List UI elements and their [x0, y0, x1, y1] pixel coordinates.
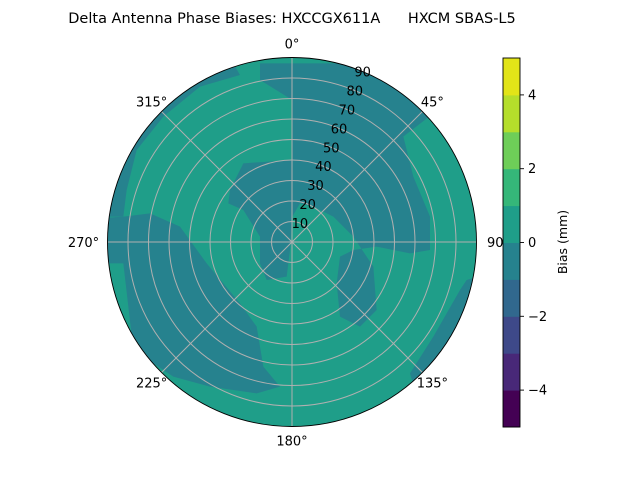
colorbar-tick-label: 2	[528, 162, 536, 177]
theta-tick-label: 135°	[417, 376, 448, 391]
theta-tick-label: 225°	[136, 376, 167, 391]
r-tick-label: 70	[339, 103, 356, 118]
theta-tick-label: 45°	[421, 96, 444, 111]
polar-grid	[107, 57, 477, 427]
theta-gridline	[161, 111, 293, 243]
colorbar-tick-label: −2	[528, 310, 547, 325]
colorbar-tick-label: 4	[528, 88, 536, 103]
r-tick-label: 40	[315, 160, 332, 175]
colorbar-bin	[503, 58, 520, 96]
r-tick-label: 80	[346, 84, 363, 99]
r-tick-label: 30	[307, 179, 324, 194]
r-tick-label: 90	[354, 66, 371, 81]
r-tick-label: 20	[299, 198, 316, 213]
colorbar	[502, 57, 521, 428]
colorbar-bin	[503, 390, 520, 428]
colorbar-bin	[503, 205, 520, 243]
r-tick-labels: 10 20 30 40 50 60 70 80 90	[292, 66, 371, 233]
theta-tick-label: 270°	[68, 236, 99, 251]
r-tick-label: 50	[323, 141, 340, 156]
colorbar-bin	[503, 279, 520, 317]
colorbar-tick-label: 0	[528, 236, 536, 251]
colorbar-bin	[503, 353, 520, 391]
colorbar-bin	[503, 168, 520, 207]
theta-gridline	[291, 111, 423, 243]
colorbar-tick-label: −4	[528, 384, 547, 399]
colorbar-bin	[503, 242, 520, 280]
contour-region-minus1-to-0	[107, 213, 280, 394]
theta-tick-labels: 0°45°90°135°180°225°270°315°	[68, 38, 510, 450]
colorbar-ticks: −4 −2 0 2 4	[520, 88, 547, 399]
colorbar-label: Bias (mm)	[555, 210, 570, 274]
theta-gridline	[291, 241, 423, 373]
r-tick-label: 60	[331, 122, 348, 137]
r-tick-label: 10	[292, 217, 309, 232]
theta-tick-label: 315°	[136, 96, 167, 111]
theta-tick-label: 180°	[276, 435, 307, 450]
colorbar-bin	[503, 316, 520, 354]
colorbar-bin	[503, 131, 520, 170]
colorbar-bin	[503, 94, 520, 133]
theta-tick-label: 0°	[285, 38, 300, 53]
polar-frame	[107, 57, 477, 427]
chart-title: Delta Antenna Phase Biases: HXCCGX611A H…	[68, 11, 515, 27]
theta-gridline	[161, 241, 293, 373]
